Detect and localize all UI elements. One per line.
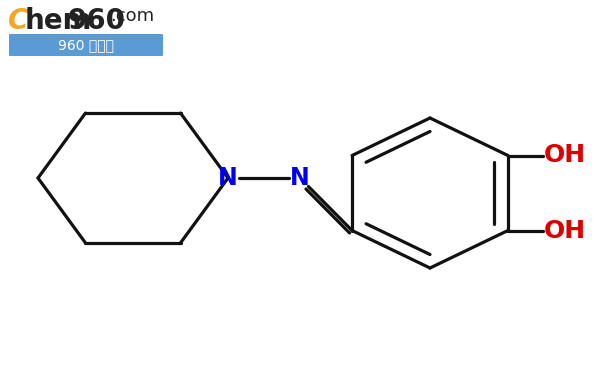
Text: OH: OH (544, 219, 586, 243)
Text: OH: OH (544, 144, 586, 168)
Text: 960: 960 (68, 7, 126, 35)
Text: hem: hem (25, 7, 93, 35)
Text: N: N (218, 166, 238, 190)
Text: .com: .com (110, 7, 154, 25)
Text: 960 化工网: 960 化工网 (58, 38, 114, 52)
Text: N: N (290, 166, 310, 190)
FancyBboxPatch shape (9, 34, 163, 56)
Text: C: C (8, 7, 28, 35)
